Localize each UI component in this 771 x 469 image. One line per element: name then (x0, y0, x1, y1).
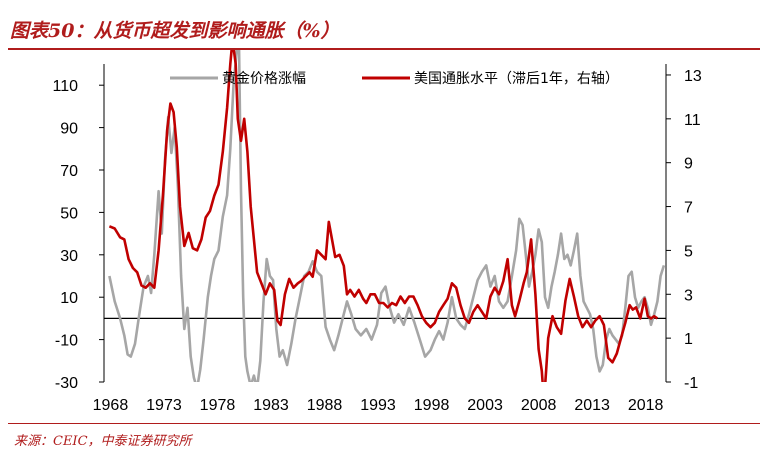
left-tick-label: 10 (60, 290, 78, 307)
x-tick-label: 2013 (574, 397, 610, 414)
right-tick-label: 3 (684, 287, 693, 304)
legend-gold-label: 黄金价格涨幅 (222, 70, 306, 87)
axes-layer: 110 90 70 50 30 10 -10 -30 13 11 9 7 5 3 1 -1 1968 1973 19… (52, 64, 702, 414)
x-tick-label: 1993 (360, 397, 396, 414)
right-tick-label: 7 (684, 200, 693, 217)
left-tick-label: -10 (55, 333, 78, 350)
x-tick-label: 1973 (146, 397, 182, 414)
x-tick-label: 2003 (467, 397, 503, 414)
right-tick-label: 5 (684, 243, 693, 260)
left-tick-label: 110 (52, 78, 78, 95)
series-layer (108, 50, 666, 382)
x-tick-label: 2008 (521, 397, 557, 414)
left-tick-label: 50 (60, 205, 78, 222)
left-tick-label: 70 (60, 163, 78, 180)
source-note: 来源：CEIC，中泰证券研究所 (14, 434, 192, 449)
inflation-series-line (108, 50, 659, 382)
x-tick-label: 1983 (253, 397, 289, 414)
right-tick-label: 13 (684, 68, 702, 85)
right-tick-label: 11 (684, 112, 701, 129)
x-tick-label: 1978 (200, 397, 236, 414)
right-tick-label: -1 (684, 375, 698, 392)
legend: 黄金价格涨幅 美国通胀水平（滞后1年，右轴） (170, 70, 619, 87)
legend-inflation-label: 美国通胀水平（滞后1年，右轴） (414, 71, 619, 87)
left-tick-label: 30 (60, 248, 78, 265)
source-divider (8, 423, 760, 424)
x-tick-label: 2018 (628, 397, 664, 414)
figure-title: 图表50：从货币超发到影响通胀（%） (10, 20, 340, 42)
left-tick-label: 90 (60, 121, 78, 138)
x-tick-label: 1968 (93, 397, 129, 414)
x-tick-label: 1998 (414, 397, 450, 414)
gold-series-line (108, 50, 666, 382)
x-tick-label: 1988 (307, 397, 343, 414)
left-tick-label: -30 (55, 375, 78, 392)
right-tick-label: 1 (684, 331, 693, 348)
right-tick-label: 9 (684, 156, 693, 173)
title-divider (8, 48, 760, 50)
